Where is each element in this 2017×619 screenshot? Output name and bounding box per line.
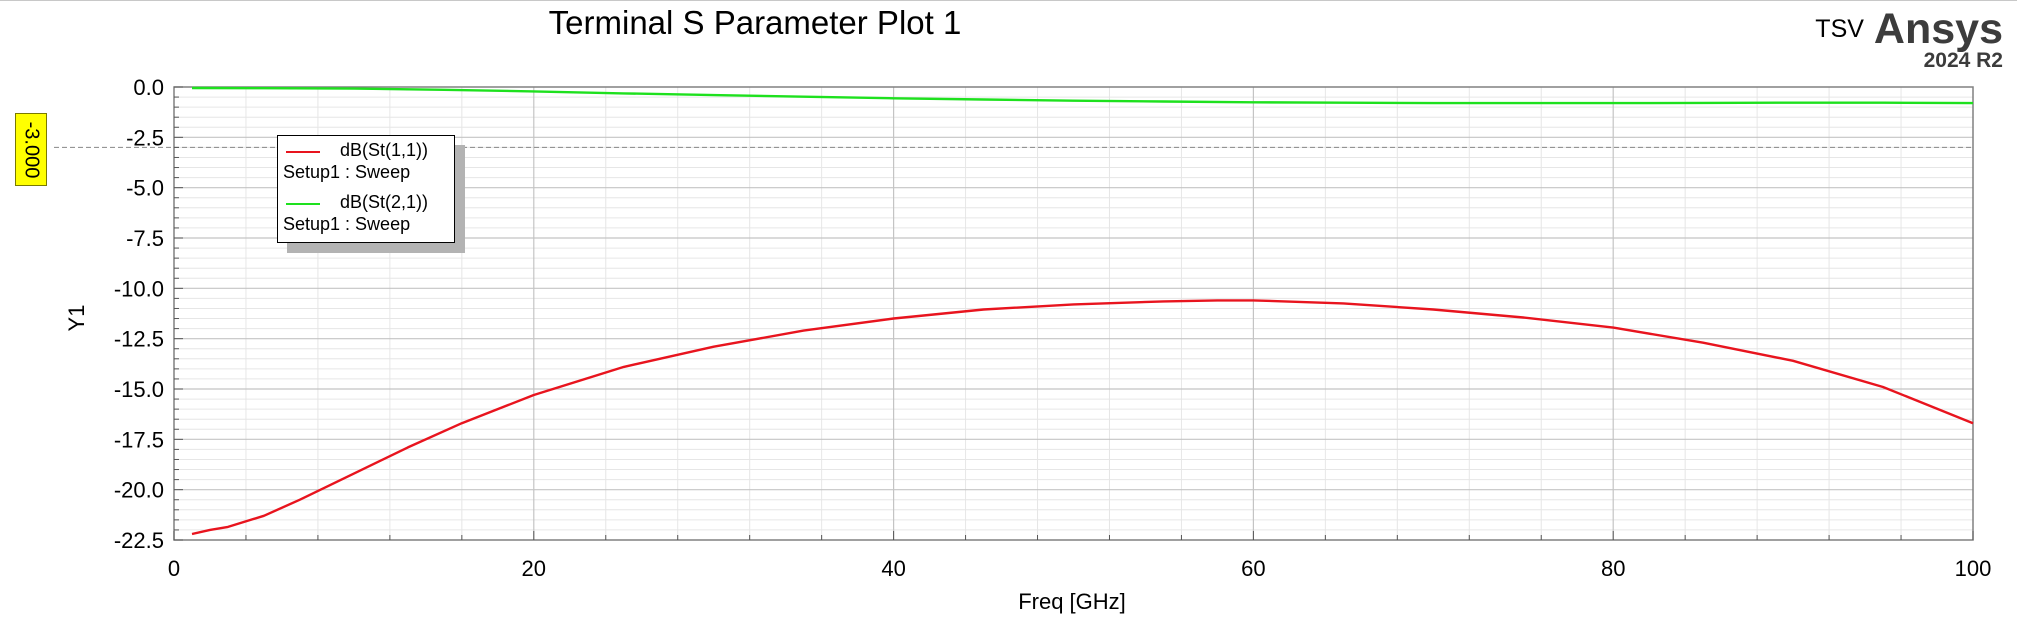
y-tick-label: -22.5 (114, 528, 164, 553)
y-tick-label: -10.0 (114, 276, 164, 301)
legend-item-s11[interactable]: dB(St(1,1)) Setup1 : Sweep (278, 136, 454, 188)
y-tick-label: -20.0 (114, 478, 164, 503)
legend-series-setup: Setup1 : Sweep (283, 214, 411, 234)
legend-series-setup: Setup1 : Sweep (283, 162, 411, 182)
ansys-brand-logo: TSV Ansys 2024 R2 (1815, 5, 2003, 72)
tick-labels: 0 20 40 60 80 100 0.0 -2.5 -5.0 -7.5 -10.0 -12.5 -15… (114, 75, 1992, 581)
y-tick-label: 0.0 (133, 75, 164, 100)
y-tick-label: -15.0 (114, 377, 164, 402)
marker-label[interactable]: -3.000 (15, 113, 47, 186)
marker-value: -3.000 (20, 121, 43, 178)
x-tick-label: 60 (1241, 556, 1265, 581)
y-tick-label: -12.5 (114, 327, 164, 352)
top-border (0, 0, 2017, 1)
legend-item-s21[interactable]: dB(St(2,1)) Setup1 : Sweep (278, 188, 454, 240)
plot-area[interactable] (173, 86, 1974, 541)
y-tick-label: -5.0 (126, 176, 164, 201)
legend-swatch-s21 (286, 203, 320, 205)
x-tick-label: 80 (1601, 556, 1625, 581)
legend-series-name: dB(St(2,1)) (340, 192, 429, 212)
legend-swatch-s11 (286, 151, 320, 153)
legend-series-name: dB(St(1,1)) (340, 140, 429, 160)
x-axis-label: Freq [GHz] (1018, 589, 1126, 614)
y-tick-label: -17.5 (114, 427, 164, 452)
ansys-logo: Ansys (1873, 5, 2003, 53)
chart-title: Terminal S Parameter Plot 1 (548, 4, 962, 41)
y-tick-label: -2.5 (126, 125, 164, 150)
legend[interactable]: dB(St(1,1)) Setup1 : Sweep dB(St(2,1)) S… (277, 135, 455, 243)
project-name: TSV (1815, 15, 1864, 43)
x-tick-label: 20 (522, 556, 546, 581)
x-tick-label: 0 (168, 556, 180, 581)
x-tick-label: 40 (881, 556, 905, 581)
series-layer (191, 86, 1974, 536)
y-axis-label: Y1 (64, 305, 89, 332)
grid (174, 87, 1973, 540)
x-tick-label: 100 (1955, 556, 1992, 581)
series-line-s11 (191, 299, 1974, 536)
y-tick-label: -7.5 (126, 226, 164, 251)
series-line-s21 (191, 86, 1974, 105)
ticks (173, 86, 1974, 541)
version-label: 2024 R2 (1923, 49, 2003, 72)
